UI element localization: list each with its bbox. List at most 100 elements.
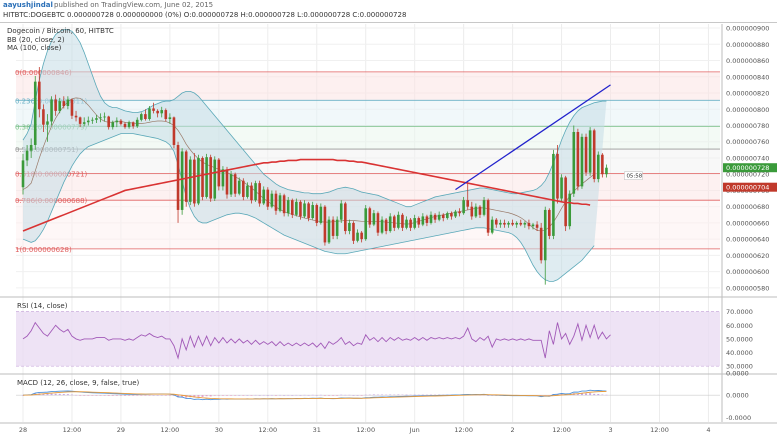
macd-hist-bar xyxy=(99,395,102,396)
candle-body xyxy=(217,159,221,187)
rsi-tick-label: 40.0000 xyxy=(726,349,753,357)
macd-hist-bar xyxy=(593,393,596,396)
trendline xyxy=(455,84,611,191)
candle-body xyxy=(413,218,416,228)
candle-body xyxy=(197,157,200,204)
candle-body xyxy=(33,81,37,145)
candle-body xyxy=(319,206,323,223)
candle-body xyxy=(572,131,576,194)
candle-body xyxy=(315,205,319,223)
macd-hist-bar xyxy=(279,394,282,396)
candle-body xyxy=(107,116,110,128)
macd-hist-bar xyxy=(393,394,396,396)
candle-body xyxy=(74,115,78,118)
macd-hist-bar xyxy=(58,393,61,396)
candle-body xyxy=(433,214,437,220)
candle-body xyxy=(193,159,196,204)
candle-body xyxy=(29,144,33,151)
candle-body xyxy=(339,203,343,220)
rsi-legend: RSI (14, close) xyxy=(17,302,68,310)
candle-body xyxy=(50,99,53,122)
macd-legend: MACD (12, 26, close, 9, false, true) xyxy=(17,379,140,387)
candle-body xyxy=(70,99,74,116)
candle-body xyxy=(103,116,106,118)
macd-hist-bar xyxy=(238,395,241,396)
macd-hist-bar xyxy=(128,395,131,396)
y-tick-label: 0.000000720 xyxy=(726,171,769,179)
macd-hist-bar xyxy=(319,394,322,396)
macd-hist-bar xyxy=(560,393,563,396)
candle-body xyxy=(360,232,363,240)
rsi-tick-label: 70.0000 xyxy=(726,308,753,316)
candle-body xyxy=(421,216,425,225)
x-tick-label: 29 xyxy=(117,426,125,434)
candle-body xyxy=(237,180,241,194)
candle-body xyxy=(523,222,527,225)
macd-signal-line xyxy=(22,390,607,400)
candle-body xyxy=(172,117,176,145)
macd-hist-bar xyxy=(181,395,184,398)
candle-body xyxy=(417,218,421,225)
chart-header: aayushjindal published on TradingView.co… xyxy=(0,0,777,23)
candle-body xyxy=(144,114,147,119)
candle-body xyxy=(221,169,225,187)
candle-body xyxy=(552,153,555,236)
candle-body xyxy=(82,122,86,124)
candle-body xyxy=(46,121,49,125)
candle-body xyxy=(135,119,139,127)
candle-body xyxy=(225,169,229,195)
macd-hist-bar xyxy=(283,395,286,396)
candle-body xyxy=(250,185,253,201)
macd-hist-bar xyxy=(107,395,110,396)
candle-body xyxy=(66,99,70,107)
macd-hist-bar xyxy=(315,395,318,396)
macd-hist-bar xyxy=(136,395,139,396)
macd-hist-bar xyxy=(144,395,147,396)
candle-body xyxy=(392,216,396,228)
macd-hist-bar xyxy=(230,395,233,396)
macd-hist-bar xyxy=(234,395,237,396)
macd-hist-bar xyxy=(425,394,428,396)
macd-hist-bar xyxy=(287,394,290,396)
y-tick-label: 0.000000620 xyxy=(726,252,769,260)
ma100-line xyxy=(22,158,591,232)
macd-hist-bar xyxy=(376,394,379,396)
macd-hist-bar xyxy=(270,394,273,396)
author-link[interactable]: aayushjindal xyxy=(3,1,53,9)
candle-body xyxy=(335,219,339,236)
macd-hist-bar xyxy=(487,395,490,396)
candle-body xyxy=(478,206,482,215)
macd-hist-bar xyxy=(601,394,604,396)
candle-body xyxy=(376,213,380,233)
candle-body xyxy=(576,131,580,187)
macd-hist-bar xyxy=(201,395,204,397)
candle-body xyxy=(515,222,518,225)
candle-body xyxy=(119,120,123,124)
x-tick-label: 12:00 xyxy=(650,426,669,434)
candle-body xyxy=(527,222,531,227)
macd-hist-bar xyxy=(111,395,114,396)
x-tick-label: 30 xyxy=(215,426,223,434)
macd-hist-bar xyxy=(397,394,400,396)
candle-body xyxy=(535,224,539,228)
macd-hist-bar xyxy=(242,395,245,396)
macd-hist-bar xyxy=(250,395,253,396)
candle-body xyxy=(568,193,572,227)
candle-body xyxy=(592,130,596,180)
candle-body xyxy=(209,157,212,199)
candle-body xyxy=(254,183,257,201)
candle-body xyxy=(356,232,359,241)
candle-body xyxy=(180,151,184,210)
macd-hist-bar xyxy=(46,393,49,396)
candle-body xyxy=(454,211,457,217)
macd-hist-bar xyxy=(70,394,73,396)
macd-hist-bar xyxy=(413,394,416,396)
macd-hist-bar xyxy=(148,395,151,396)
macd-tick-label: 0.0000 xyxy=(726,392,749,400)
candle-body xyxy=(588,130,592,173)
candle-body xyxy=(156,110,159,114)
candle-body xyxy=(519,222,523,225)
macd-hist-bar xyxy=(50,393,53,396)
candle-body xyxy=(388,216,392,232)
